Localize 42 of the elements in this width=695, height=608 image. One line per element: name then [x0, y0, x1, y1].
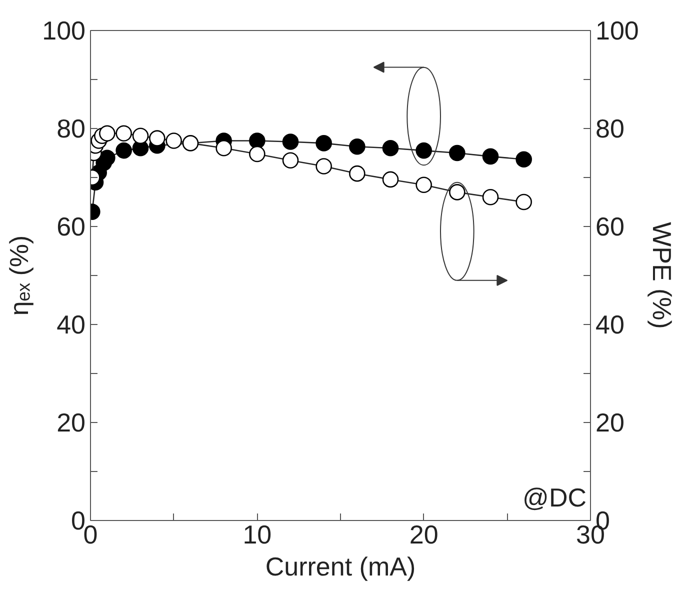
point: [132, 128, 149, 144]
point: [99, 125, 116, 142]
y2-tick-label: 20: [596, 408, 624, 438]
y-tick-label: 60: [56, 212, 86, 242]
y-axis-title: ηₑₓ (%): [4, 235, 34, 316]
point: [316, 135, 332, 152]
x-tick-label: 20: [409, 520, 438, 550]
x-tick-label: 10: [242, 520, 272, 550]
point: [482, 188, 499, 206]
point: [416, 176, 432, 193]
point: [382, 171, 399, 188]
y-tick-label: 40: [56, 310, 86, 340]
y2-tick-label: 60: [596, 212, 624, 242]
point: [449, 184, 466, 200]
point: [249, 132, 266, 149]
point: [349, 165, 366, 182]
annotation: @DC: [522, 482, 587, 512]
y2-tick-label: 40: [596, 310, 624, 340]
point: [282, 134, 299, 150]
y-tick-label: 80: [56, 114, 86, 144]
point: [482, 148, 499, 165]
point: [416, 142, 432, 159]
point: [516, 194, 532, 210]
y2-axis-title: WPE (%): [646, 222, 677, 329]
point: [349, 138, 366, 155]
point: [249, 146, 266, 162]
y2-tick-label: 80: [596, 114, 624, 144]
point: [116, 142, 132, 159]
point: [316, 158, 332, 174]
point: [166, 132, 182, 149]
point: [282, 152, 299, 168]
x-axis-title: Current (mA): [265, 552, 416, 582]
y-tick-label: 100: [42, 16, 86, 46]
point: [149, 130, 166, 146]
point: [216, 140, 232, 156]
point: [382, 140, 399, 156]
y-tick-label: 20: [56, 408, 86, 438]
point: [182, 135, 199, 152]
point: [516, 151, 532, 168]
y2-tick-label: 100: [596, 16, 639, 46]
point: [116, 125, 132, 142]
point: [449, 144, 466, 162]
